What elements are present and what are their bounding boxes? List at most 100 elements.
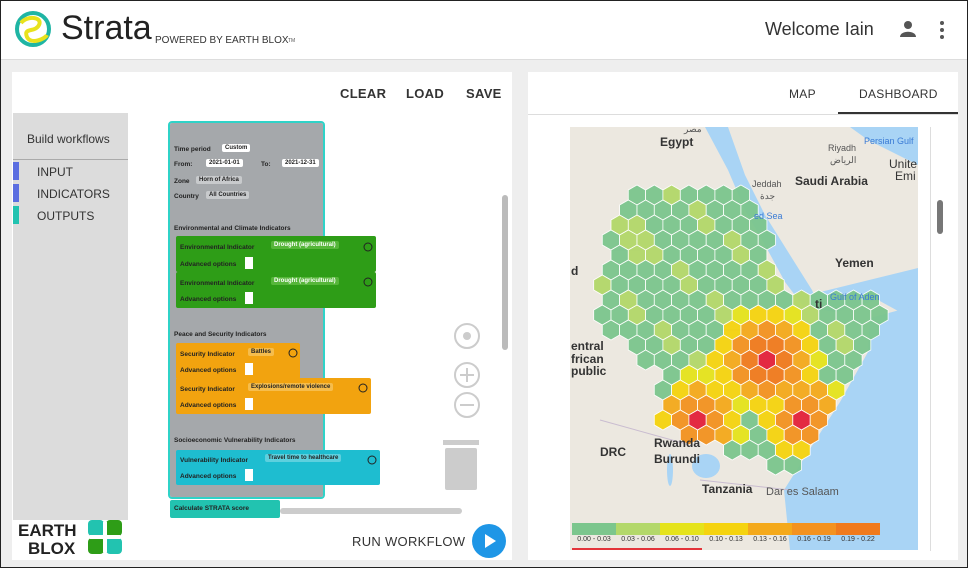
legend-label: 0.03 - 0.06 [621, 536, 655, 543]
indicator-block[interactable] [176, 343, 300, 379]
checkbox[interactable] [245, 398, 253, 410]
label: Security Indicator [180, 386, 235, 393]
dropdown[interactable]: Battles [248, 348, 275, 356]
section-title: Peace and Security Indicators [174, 331, 267, 338]
zoom-out[interactable] [454, 392, 480, 418]
legend-swatch [792, 523, 836, 535]
sidebar-item[interactable]: OUTPUTS [37, 209, 95, 223]
legend-label: 0.16 - 0.19 [797, 536, 831, 543]
trademark: TM [288, 38, 296, 44]
dropdown[interactable]: Explosions/remote violence [248, 383, 334, 391]
logo-text: EARTH BLOX [18, 522, 77, 558]
map-label: Unite [889, 157, 918, 171]
logo-word: BLOX [28, 539, 76, 558]
zoom-in[interactable] [454, 362, 480, 388]
earthblox-icon [88, 520, 122, 554]
map-label: frican [571, 352, 604, 366]
map-label: Egypt [660, 135, 694, 149]
powered-by: POWERED BY EARTH BLOX [155, 35, 289, 46]
legend-swatch [572, 523, 616, 535]
checkbox[interactable] [245, 363, 253, 375]
map-label: Gulf of Aden [830, 292, 880, 302]
legend-label: 0.06 - 0.10 [665, 536, 699, 543]
legend-swatch [748, 523, 792, 535]
map-label: الرياض [830, 155, 857, 165]
legend-swatch [616, 523, 660, 535]
legend-swatch [660, 523, 704, 535]
calculate-block[interactable] [170, 500, 280, 518]
label: Advanced options [180, 296, 237, 303]
map-label: Tanzania [702, 482, 753, 496]
outputs-swatch [13, 206, 19, 224]
scrollbar[interactable] [937, 200, 943, 234]
map-label: Yemen [835, 256, 874, 270]
save-button[interactable]: SAVE [466, 86, 502, 101]
sidebar [13, 113, 128, 520]
label: Advanced options [180, 367, 237, 374]
dropdown[interactable]: All Countries [206, 191, 250, 199]
label: From: [174, 161, 193, 168]
legend: 0.00 - 0.03 0.03 - 0.06 0.06 - 0.10 0.10 - … [572, 523, 882, 545]
dropdown[interactable]: Drought (agricultural) [271, 277, 339, 285]
center-button[interactable] [454, 323, 480, 349]
label: Zone [174, 178, 190, 185]
map-label: ti [815, 297, 823, 311]
scrollbar[interactable] [280, 508, 462, 514]
map-label: Saudi Arabia [795, 174, 868, 188]
menu-icon[interactable] [937, 20, 947, 40]
load-button[interactable]: LOAD [406, 86, 445, 101]
legend-label: 0.13 - 0.16 [753, 536, 787, 543]
map-label: Persian Gulf [864, 136, 914, 146]
legend-swatch [704, 523, 748, 535]
tab-underline [838, 112, 958, 114]
run-workflow-label[interactable]: RUN WORKFLOW [352, 534, 466, 549]
divider [13, 159, 128, 160]
label: Advanced options [180, 402, 237, 409]
label: Security Indicator [180, 351, 235, 358]
section-title: Environmental and Climate Indicators [174, 225, 291, 232]
map-label: entral [571, 339, 604, 353]
clear-button[interactable]: CLEAR [340, 86, 387, 101]
date-input[interactable]: 2021-01-01 [206, 159, 243, 167]
map-label: Burundi [654, 452, 700, 466]
scrollbar[interactable] [502, 195, 508, 350]
sidebar-item[interactable]: INDICATORS [37, 187, 110, 201]
run-button[interactable] [471, 523, 507, 559]
checkbox[interactable] [245, 469, 253, 481]
canvas-controls [443, 323, 480, 490]
label: Calculate STRATA score [174, 505, 250, 512]
dropdown[interactable]: Custom [222, 144, 251, 152]
user-icon[interactable] [899, 20, 917, 38]
legend-label: 0.19 - 0.22 [841, 536, 875, 543]
map-label: public [571, 364, 607, 378]
dashboard-tab[interactable]: DASHBOARD [859, 87, 938, 101]
map-label: Jeddah [752, 179, 782, 189]
checkbox[interactable] [245, 257, 253, 269]
map-label: DRC [600, 445, 626, 459]
map-tab[interactable]: MAP [789, 87, 816, 101]
sidebar-title: Build workflows [27, 132, 110, 146]
map-label: جدة [760, 191, 776, 201]
dropdown[interactable]: Travel time to healthcare [265, 454, 342, 462]
trash[interactable] [443, 440, 479, 490]
map-label: ed Sea [754, 211, 783, 221]
brand: Strata [61, 9, 152, 47]
logo-word: EARTH [18, 521, 77, 540]
sidebar-item[interactable]: INPUT [37, 165, 73, 179]
date-input[interactable]: 2021-12-31 [282, 159, 319, 167]
strata-logo [15, 11, 51, 47]
map-label: Emi [895, 169, 916, 183]
info-icons [288, 348, 377, 465]
dropdown[interactable]: Horn of Africa [196, 176, 242, 184]
map[interactable] [570, 127, 918, 550]
checkbox[interactable] [245, 292, 253, 304]
label: Vulnerability Indicator [180, 457, 249, 464]
dropdown[interactable]: Drought (agricultural) [271, 241, 339, 249]
legend-label: 0.00 - 0.03 [577, 536, 611, 543]
time-period-block[interactable] [168, 121, 325, 499]
label: Environmental Indicator [180, 280, 255, 287]
welcome: Welcome Iain [765, 19, 874, 39]
map-label: Riyadh [828, 143, 857, 153]
legend-swatch [836, 523, 880, 535]
input-swatch [13, 162, 19, 180]
